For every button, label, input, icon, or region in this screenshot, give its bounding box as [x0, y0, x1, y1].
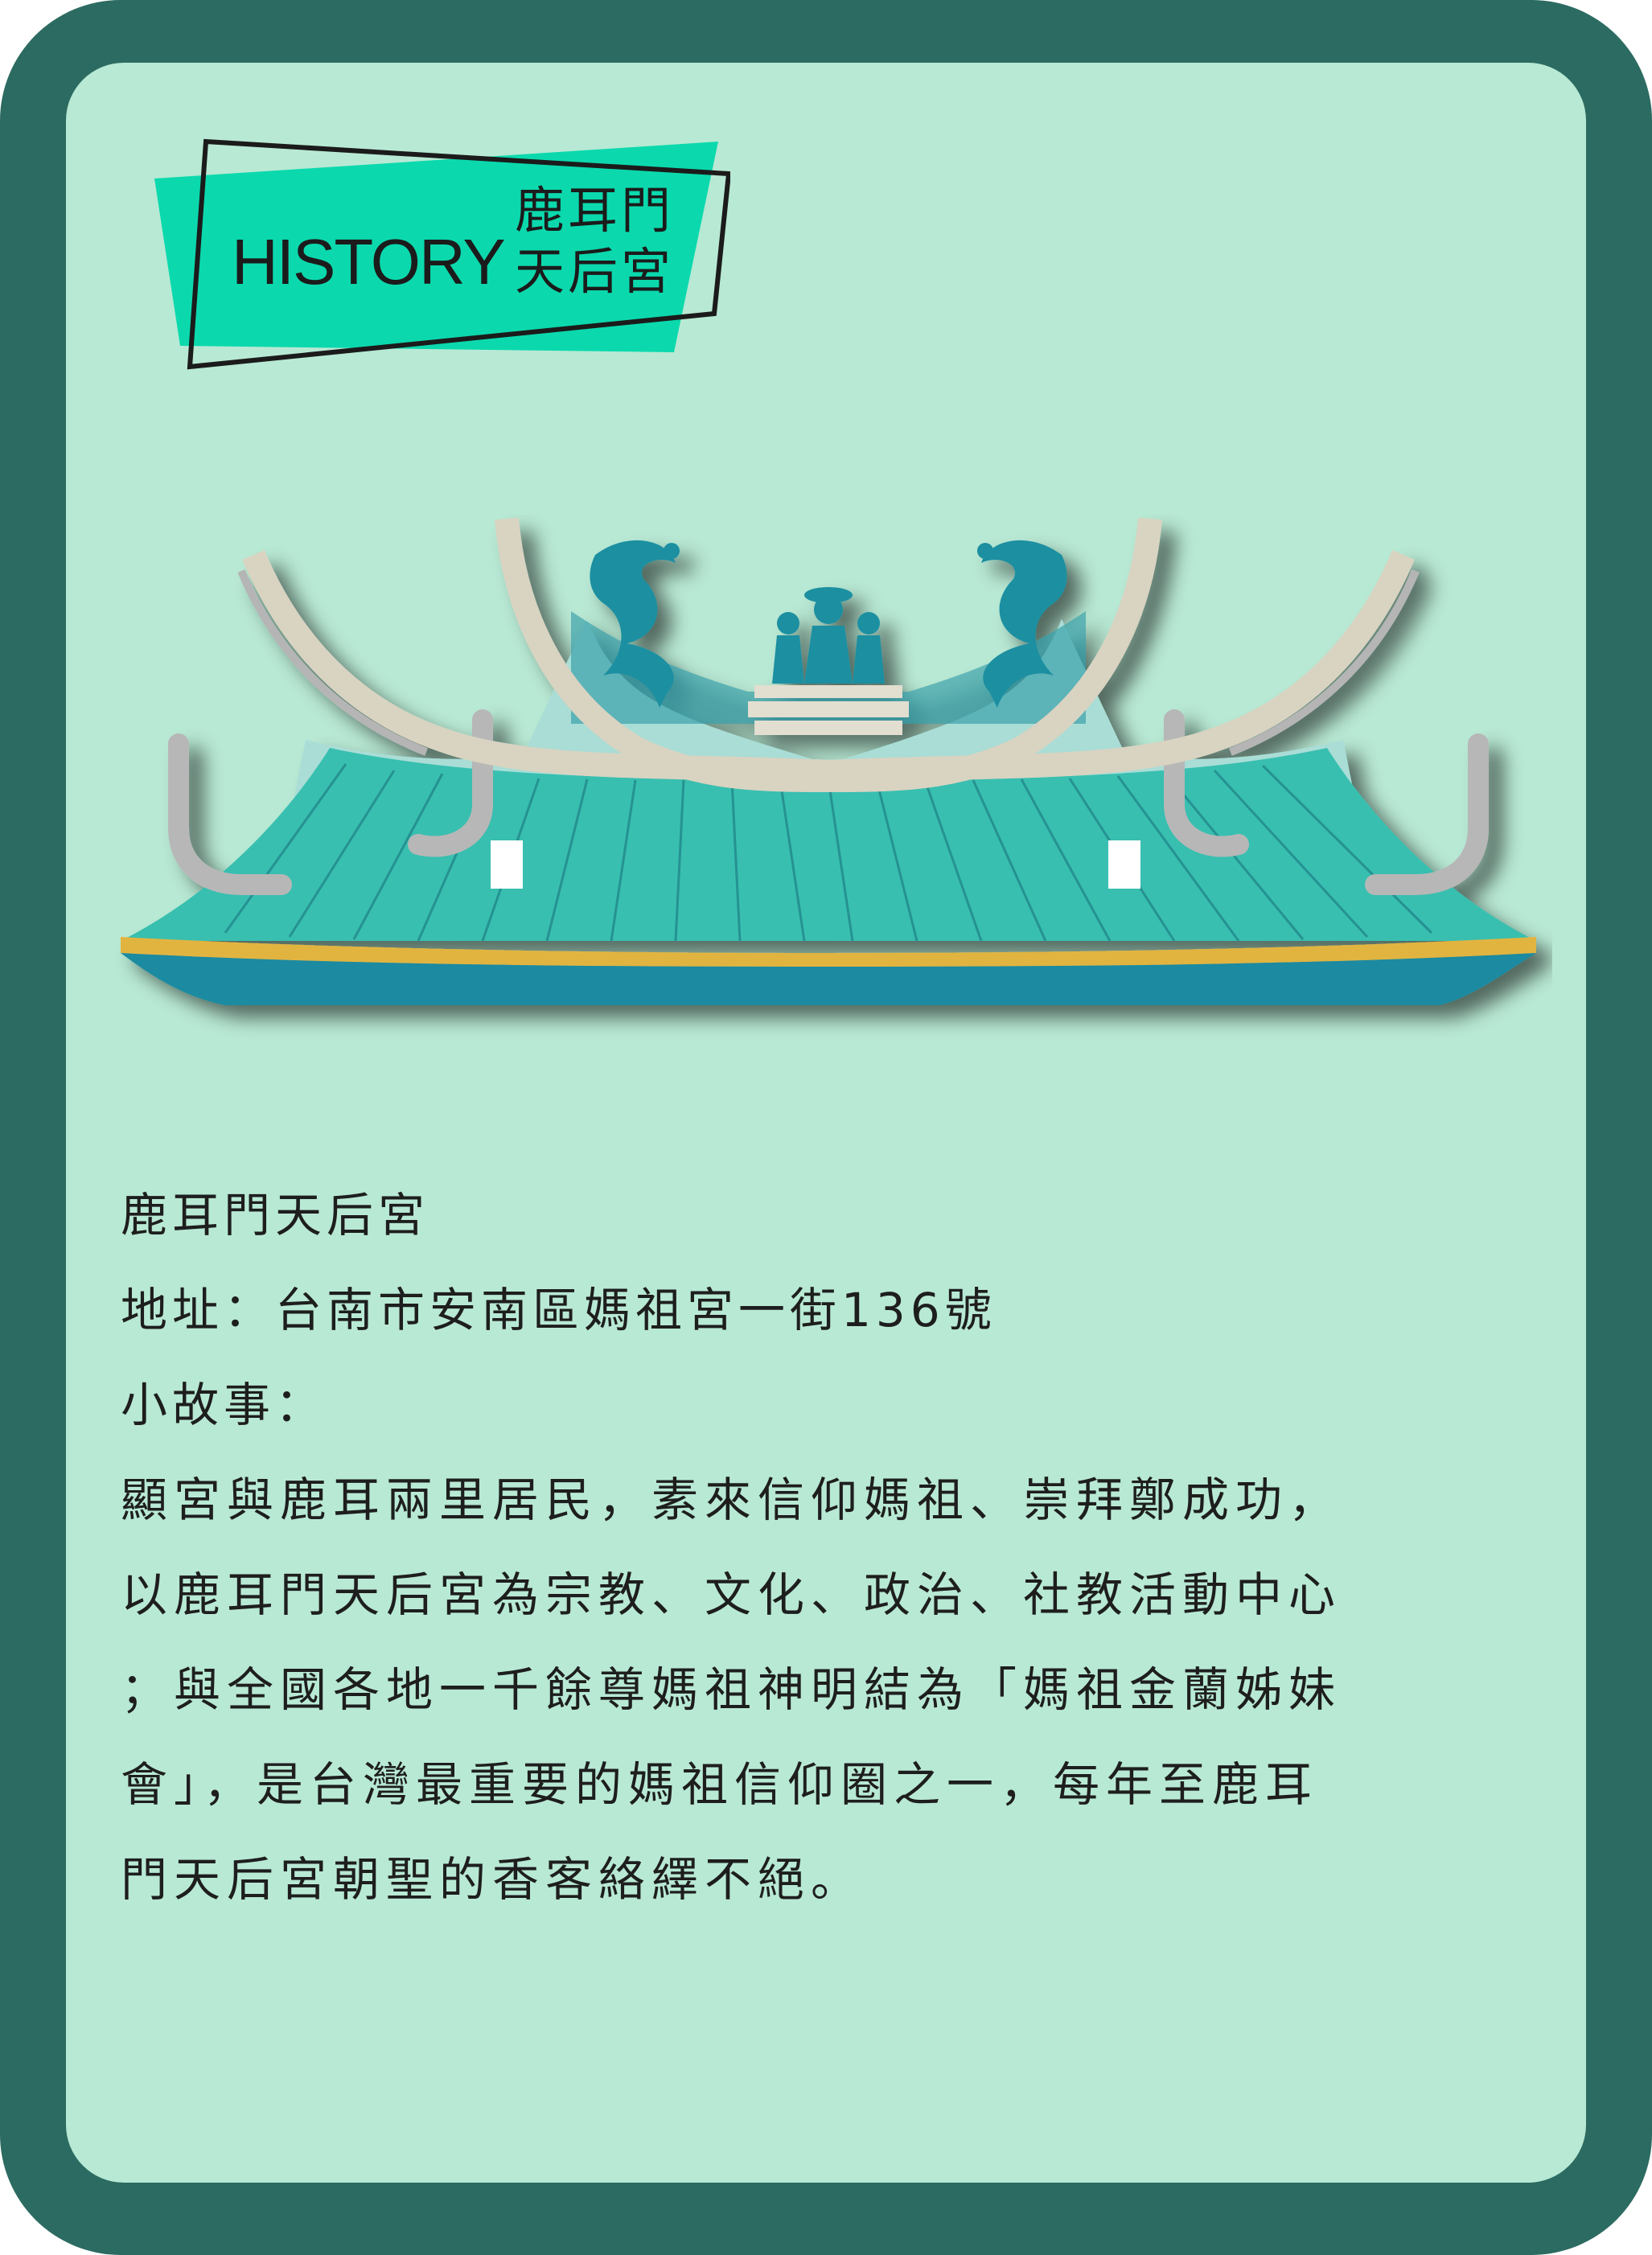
- card-panel: [66, 63, 1586, 2183]
- badge-history-label: HISTORY: [232, 226, 506, 298]
- badge-name-line-1: 鹿耳門: [515, 181, 675, 240]
- temple-roof-icon: [121, 517, 1536, 1005]
- badge-temple-name: 鹿耳門 天后宮: [515, 180, 724, 302]
- story-line-4: 會」，是台灣最重要的媽祖信仰圈之一，每年至鹿耳: [121, 1757, 1319, 1812]
- story-text: 顯宮與鹿耳兩里居民，素來信仰媽祖、崇拜鄭成功， 以鹿耳門天后宮為宗教、文化、政治…: [121, 1452, 1544, 1927]
- temple-address: 地址：台南市安南區媽祖宮一街136號: [121, 1283, 997, 1337]
- temple-title: 鹿耳門天后宮: [121, 1188, 430, 1243]
- story-line-3: ；與全國各地一千餘尊媽祖神明結為「媽祖金蘭姊妹: [121, 1662, 1342, 1717]
- story-line-1: 顯宮與鹿耳兩里居民，素來信仰媽祖、崇拜鄭成功，: [121, 1473, 1342, 1527]
- story-label: 小故事：: [121, 1378, 327, 1432]
- badge-name-line-2: 天后宮: [515, 242, 675, 301]
- history-badge: HISTORY 鹿耳門 天后宮: [151, 135, 730, 376]
- temple-info: 鹿耳門天后宮 地址：台南市安南區媽祖宮一街136號 小故事： 顯宮與鹿耳兩里居民…: [121, 1168, 1536, 1927]
- temple-roof-illustration: [105, 515, 1552, 1045]
- story-line-5: 門天后宮朝聖的香客絡繹不絕。: [121, 1852, 865, 1907]
- badge-background: [154, 138, 730, 370]
- story-line-2: 以鹿耳門天后宮為宗教、文化、政治、社教活動中心: [121, 1567, 1342, 1622]
